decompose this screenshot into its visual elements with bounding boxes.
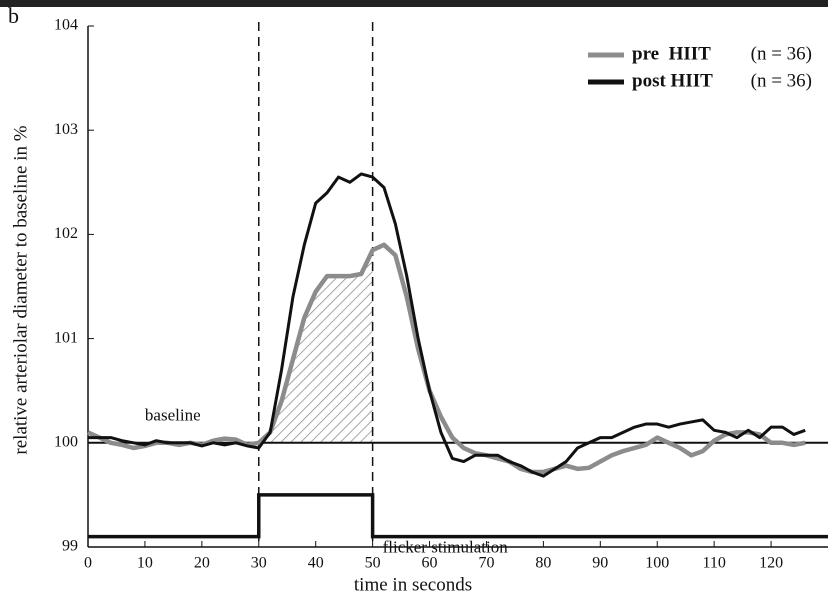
image-edge bbox=[0, 0, 828, 7]
legend-sample: (n = 36) bbox=[751, 70, 812, 91]
y-tick-label: 99 bbox=[62, 538, 78, 555]
x-tick-label: 30 bbox=[251, 555, 267, 572]
legend-name: post HIIT bbox=[632, 70, 713, 91]
x-tick-label: 20 bbox=[194, 555, 210, 572]
y-tick-label: 104 bbox=[54, 17, 78, 34]
x-tick-label: 60 bbox=[422, 555, 438, 572]
x-tick-label: 50 bbox=[365, 555, 381, 572]
x-tick-label: 90 bbox=[592, 555, 608, 572]
legend-name: pre HIIT bbox=[632, 43, 711, 64]
stimulation-label: flicker stimulation bbox=[383, 537, 509, 556]
series-line bbox=[88, 172, 806, 478]
response-area bbox=[258, 250, 373, 443]
x-tick-label: 40 bbox=[308, 555, 324, 572]
x-axis-label: time in seconds bbox=[354, 574, 472, 595]
x-tick-label: 80 bbox=[535, 555, 551, 572]
baseline-label: baseline bbox=[145, 406, 201, 425]
y-tick-label: 102 bbox=[54, 225, 78, 242]
y-tick-label: 103 bbox=[54, 121, 78, 138]
y-tick-label: 100 bbox=[54, 433, 78, 450]
series-line bbox=[87, 242, 806, 475]
stimulation-trace bbox=[88, 493, 828, 539]
y-axis-label: relative arteriolar diameter to baseline… bbox=[10, 125, 31, 454]
legend-sample: (n = 36) bbox=[751, 43, 812, 64]
y-tick-label: 101 bbox=[54, 329, 78, 346]
x-tick-label: 100 bbox=[645, 555, 669, 572]
x-tick-label: 120 bbox=[759, 555, 783, 572]
x-tick-label: 0 bbox=[84, 555, 92, 572]
x-tick-label: 10 bbox=[137, 555, 153, 572]
x-tick-label: 110 bbox=[702, 555, 725, 572]
x-tick-label: 70 bbox=[478, 555, 494, 572]
panel-label: b bbox=[8, 3, 19, 28]
